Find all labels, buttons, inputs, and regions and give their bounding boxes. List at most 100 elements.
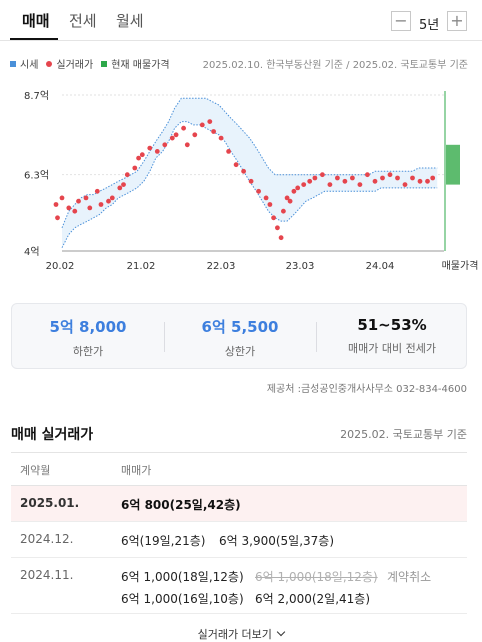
actual-trade-point — [342, 178, 348, 184]
summary-ratio-value: 51~53% — [357, 316, 427, 334]
actual-trade-point — [335, 175, 340, 181]
x-tick-label: 24.04 — [366, 261, 395, 272]
summary-high: 6억 5,500 상한가 — [164, 304, 316, 370]
row-price: 6억 3,900(5일,37층) — [219, 534, 335, 548]
actual-trade-point — [211, 129, 217, 134]
summary-low: 5억 8,000 하한가 — [12, 304, 164, 370]
summary-low-label: 하한가 — [72, 345, 104, 358]
summary-ratio-label: 매매가 대비 전세가 — [348, 342, 436, 355]
row-price: 6억 2,000(2일,41층) — [255, 592, 371, 606]
actual-trade-point — [226, 149, 232, 154]
summary-high-value: 6억 5,500 — [201, 318, 279, 336]
actual-trade-point — [271, 215, 276, 221]
summary-high-label: 상한가 — [224, 345, 256, 358]
actual-trade-point — [387, 172, 393, 178]
chart-source: 2025.02.10. 한국부동산원 기준 / 2025.02. 국토교통부 기… — [202, 60, 468, 71]
row-price: 6억 800(25일,42층) — [121, 498, 241, 512]
legend-label-listing-price: 현재 매물가격 — [111, 60, 170, 71]
actual-trade-point — [278, 235, 284, 241]
more-transactions-button[interactable]: 실거래가 더보기 — [0, 626, 482, 642]
actual-trade-point — [106, 198, 111, 204]
legend-swatch-listing-price — [101, 60, 108, 67]
actual-trade-point — [291, 188, 297, 194]
header-contract-month: 계약월 — [20, 464, 51, 477]
actual-trade-point — [241, 168, 247, 174]
actual-trade-point — [147, 145, 153, 151]
actual-trade-point — [295, 185, 301, 191]
actual-trade-point — [121, 182, 126, 187]
header-sale-price: 매매가 — [121, 464, 152, 477]
actual-trade-point — [287, 198, 293, 204]
actual-trade-point — [312, 175, 318, 181]
active-tab-indicator — [10, 38, 58, 40]
row-date: 2025.01. — [20, 496, 80, 510]
row-price-cancelled: 6억 1,000(18일,12층) — [255, 570, 378, 584]
market-price-upper-line — [61, 97, 438, 228]
more-label: 실거래가 더보기 — [197, 628, 272, 641]
actual-trade-point — [181, 125, 187, 131]
actual-trade-point — [59, 195, 65, 201]
actual-trade-point — [72, 208, 78, 214]
actual-trade-point — [199, 122, 205, 128]
legend-swatch-actual-trade — [46, 60, 53, 67]
trade-type-tabs: 매매 전세 월세 − 5년 + — [0, 0, 482, 42]
actual-trade-point — [425, 178, 430, 184]
transactions-source: 2025.02. 국토교통부 기준 — [340, 428, 467, 441]
actual-trade-point — [233, 162, 239, 168]
legend-item-market-price: 시세 — [10, 56, 38, 71]
row-date: 2024.11. — [20, 568, 74, 582]
price-chart[interactable]: 8.7억 6.3억 4억 20.02 21.02 22.03 23.03 24.04 매물가격 — [0, 78, 482, 278]
actual-trade-point — [395, 175, 400, 181]
legend-item-actual-trade: 실거래가 — [46, 56, 93, 71]
market-price-band — [62, 98, 438, 248]
actual-trade-point — [263, 195, 269, 201]
actual-trade-point — [117, 185, 123, 191]
y-tick-label: 6.3억 — [24, 170, 49, 182]
period-minus-button[interactable]: − — [391, 11, 411, 31]
actual-trade-point — [109, 195, 115, 201]
actual-trade-point — [307, 178, 313, 184]
actual-trade-point — [267, 202, 273, 207]
actual-trade-point — [76, 198, 81, 204]
actual-trade-point — [98, 202, 104, 207]
actual-trade-point — [169, 135, 175, 141]
tab-jeonse[interactable]: 전세 — [69, 12, 97, 30]
market-price-lower-line — [61, 121, 438, 248]
y-tick-label: 8.7억 — [24, 90, 49, 102]
actual-trade-point — [83, 195, 89, 201]
cancel-badge: 계약취소 — [387, 570, 432, 584]
price-summary-card: 5억 8,000 하한가 6억 5,500 상한가 51~53% 매매가 대비 … — [11, 303, 467, 369]
tab-monthly-rent[interactable]: 월세 — [116, 12, 144, 30]
actual-trade-point — [380, 175, 385, 181]
legend-label-actual-trade: 실거래가 — [56, 60, 94, 71]
chart-legend: 시세 실거래가 현재 매물가격 — [10, 56, 178, 71]
transactions-table-header: 계약월 매매가 — [11, 452, 467, 486]
actual-trade-point — [87, 205, 93, 211]
actual-trade-point — [66, 205, 72, 211]
x-tick-label: 매물가격 — [442, 259, 479, 272]
actual-trade-point — [94, 188, 100, 194]
legend-label-market-price: 시세 — [20, 60, 39, 71]
actual-trade-point — [327, 182, 333, 187]
actual-trade-point — [139, 152, 145, 158]
x-tick-label: 22.03 — [207, 261, 236, 272]
tab-sale[interactable]: 매매 — [22, 12, 50, 30]
table-row: 2024.11. 6억 1,000(18일,12층) 6억 1,000(18일,… — [11, 558, 467, 614]
legend-swatch-market-price — [10, 60, 16, 67]
actual-trade-point — [417, 178, 423, 184]
actual-trade-point — [218, 135, 224, 141]
x-tick-label: 20.02 — [46, 261, 75, 272]
actual-trade-point — [357, 182, 363, 187]
period-plus-button[interactable]: + — [447, 11, 467, 31]
summary-divider — [316, 322, 317, 352]
actual-trade-point — [192, 132, 198, 138]
actual-trade-point — [55, 215, 60, 221]
actual-trade-point — [372, 178, 378, 184]
x-tick-label: 23.03 — [286, 261, 315, 272]
actual-trade-point — [410, 175, 415, 181]
tabs-divider — [0, 40, 482, 41]
row-price: 6억 1,000(16일,10층) — [121, 592, 244, 606]
actual-trade-point — [430, 175, 436, 181]
actual-trade-point — [207, 119, 213, 124]
actual-trade-point — [281, 208, 286, 214]
